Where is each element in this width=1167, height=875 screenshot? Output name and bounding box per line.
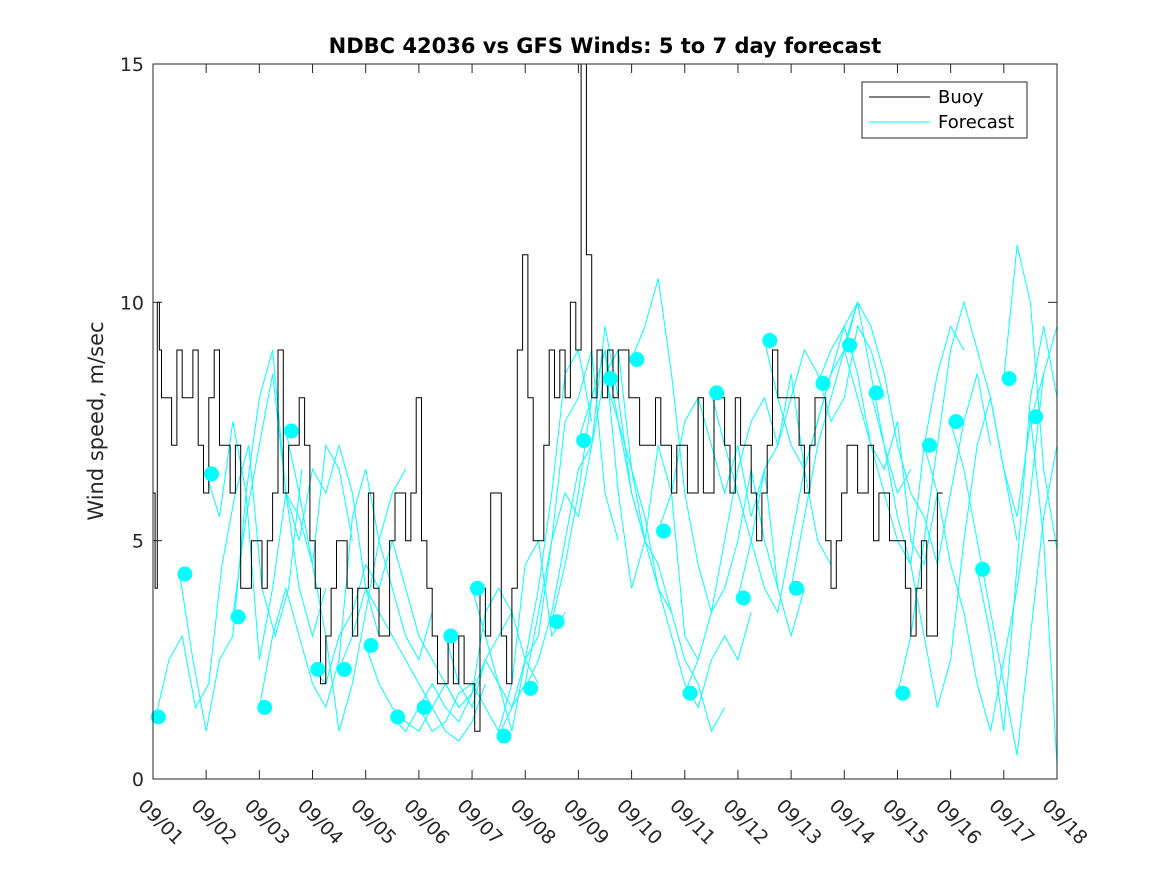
- chart-title: NDBC 42036 vs GFS Winds: 5 to 7 day fore…: [329, 34, 882, 58]
- forecast-marker-26: [815, 375, 831, 391]
- axes-box: [152, 63, 1058, 780]
- forecast-marker-20: [656, 523, 671, 539]
- forecast-marker-6: [283, 423, 299, 439]
- forecast-markers: [150, 333, 1044, 744]
- forecast-marker-34: [1028, 409, 1044, 425]
- forecast-run-line-16: [551, 349, 699, 661]
- forecast-run-line-6: [285, 430, 433, 732]
- forecast-run-line-18: [604, 378, 752, 709]
- forecast-run-line-7: [312, 538, 460, 708]
- buoy-line: [153, 64, 943, 732]
- forecast-marker-11: [416, 700, 432, 715]
- forecast-marker-23: [735, 590, 751, 606]
- forecast-run-line-11: [418, 539, 566, 733]
- forecast-marker-32: [975, 561, 991, 577]
- y-tick-label: 5: [132, 531, 144, 553]
- forecast-run-line-1: [155, 445, 303, 718]
- forecast-run-line-34: [1029, 416, 1057, 765]
- forecast-marker-21: [682, 685, 698, 701]
- y-tick-label: 10: [120, 292, 144, 314]
- forecast-marker-12: [443, 628, 459, 644]
- forecast-marker-18: [602, 371, 618, 387]
- forecast-run-line-27: [843, 301, 991, 565]
- forecast-marker-4: [230, 609, 246, 625]
- legend-label-forecast: Forecast: [938, 112, 1014, 133]
- forecast-marker-27: [842, 337, 858, 353]
- forecast-run-line-10: [391, 587, 539, 733]
- forecast-marker-5: [257, 700, 273, 715]
- forecast-marker-8: [336, 661, 352, 677]
- legend: Buoy Forecast: [861, 81, 1028, 139]
- forecast-run-line-31: [950, 421, 1057, 756]
- forecast-marker-29: [895, 685, 911, 701]
- forecast-marker-17: [576, 433, 592, 449]
- forecast-marker-2: [177, 566, 193, 582]
- forecast-run-line-24: [764, 302, 912, 495]
- forecast-marker-22: [709, 385, 725, 401]
- forecast-marker-25: [788, 580, 804, 596]
- forecast-run-line-19: [631, 278, 779, 614]
- forecast-run-line-33: [1003, 244, 1057, 551]
- forecast-marker-33: [1001, 371, 1017, 387]
- forecast-marker-16: [549, 614, 565, 630]
- forecast-marker-3: [204, 466, 219, 482]
- y-tick-label: 0: [132, 769, 144, 791]
- forecast-marker-13: [469, 580, 485, 596]
- forecast-run-line-8: [338, 586, 486, 742]
- forecast-run-line-3: [205, 421, 353, 660]
- legend-label-buoy: Buoy: [938, 87, 984, 108]
- y-axis-label: Wind speed, m/sec: [84, 321, 108, 520]
- forecast-run-line-32: [976, 326, 1057, 732]
- forecast-run-line-2: [179, 349, 327, 732]
- forecast-run-line-26: [817, 324, 965, 567]
- forecast-marker-9: [363, 638, 379, 653]
- buoy-series: [153, 64, 943, 732]
- forecast-marker-28: [868, 385, 884, 401]
- forecast-run-line-23: [737, 324, 885, 599]
- plot-area: [153, 64, 1057, 779]
- forecast-marker-1: [150, 709, 166, 725]
- forecast-run-line-30: [923, 326, 1057, 732]
- forecast-marker-15: [523, 680, 539, 696]
- forecast-marker-7: [310, 661, 326, 677]
- forecast-run-line-21: [684, 373, 832, 694]
- forecast-marker-31: [948, 414, 964, 429]
- y-tick-label: 15: [120, 54, 144, 76]
- forecast-marker-10: [390, 709, 406, 725]
- forecast-run-line-13: [471, 349, 619, 709]
- forecast-lines: [155, 244, 1057, 765]
- forecast-run-line-15: [524, 348, 672, 689]
- forecast-marker-24: [762, 333, 778, 348]
- forecast-marker-19: [629, 352, 645, 367]
- legend-box: [861, 81, 1028, 139]
- forecast-marker-14: [496, 728, 512, 744]
- y-axis: 0 5 10 15: [120, 54, 1057, 791]
- forecast-marker-30: [921, 437, 937, 453]
